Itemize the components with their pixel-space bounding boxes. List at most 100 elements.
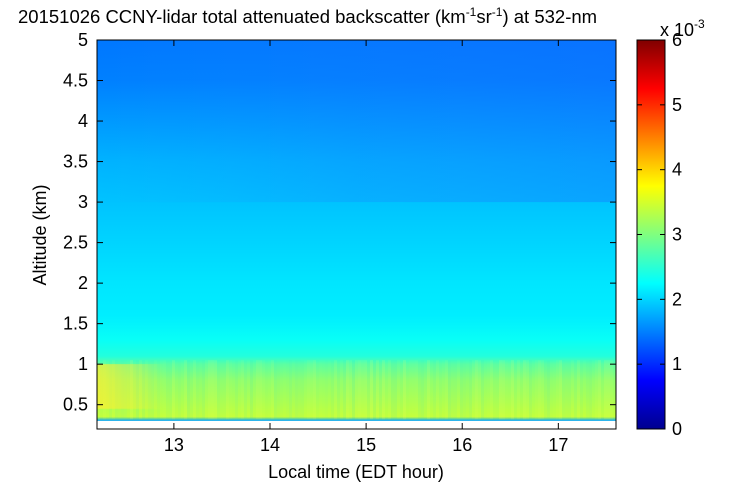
heatmap-stripe [391, 360, 394, 420]
heatmap-stripe [472, 360, 475, 419]
heatmap-stripe [259, 360, 262, 420]
heatmap-stripe [523, 360, 526, 420]
heatmap-stripe [310, 360, 313, 420]
heatmap-stripe [484, 360, 487, 419]
heatmap-stripe [607, 360, 610, 420]
heatmap-stripe [358, 360, 361, 420]
heatmap-stripe [379, 360, 382, 420]
heatmap-stripe [517, 360, 520, 420]
heatmap-stripe [307, 360, 310, 420]
heatmap-stripe [397, 360, 400, 419]
heatmap-stripe [448, 360, 451, 420]
heatmap-stripe [427, 360, 430, 420]
heatmap-stripe [553, 360, 556, 419]
y-tick-label: 4.5 [63, 71, 88, 91]
y-tick-label: 0.5 [63, 395, 88, 415]
heatmap-stripe [559, 360, 562, 420]
y-tick-label: 2.5 [63, 233, 88, 253]
heatmap-stripe [598, 360, 601, 420]
heatmap-stripe [547, 360, 550, 420]
heatmap-stripe [406, 360, 409, 419]
x-axis-ticks: 13 14 15 16 17 [164, 40, 568, 455]
heatmap-stripe [592, 360, 595, 419]
y-axis-ticks: 0.5 1 1.5 2 2.5 3 3.5 4 4.5 5 [63, 30, 616, 415]
heatmap-stripe [565, 360, 568, 420]
y-tick-label: 1 [78, 354, 88, 374]
heatmap-stripe [262, 360, 265, 419]
heatmap-stripe [274, 360, 277, 420]
heatmap-stripe [610, 360, 613, 420]
x-axis-label: Local time (EDT hour) [268, 462, 444, 482]
heatmap-stripe [445, 360, 448, 420]
heatmap-stripe [514, 360, 517, 420]
heatmap-stripe [382, 360, 385, 420]
heatmap-stripe [544, 360, 547, 420]
heatmap-stripe [250, 360, 253, 420]
heatmap-stripe [436, 360, 439, 420]
heatmap-stripe [403, 360, 406, 420]
heatmap-stripe [295, 360, 298, 420]
heatmap-stripe [187, 360, 190, 420]
heatmap-stripe [190, 360, 193, 420]
heatmap-stripe [256, 360, 259, 420]
heatmap-stripe [166, 360, 169, 420]
x-tick-label: 15 [356, 435, 376, 455]
y-axis-label: Altitude (km) [30, 184, 50, 285]
heatmap-stripe [463, 360, 466, 420]
heatmap-stripe [376, 360, 379, 420]
heatmap-stripe [340, 360, 343, 419]
heatmap-stripe [277, 360, 280, 420]
heatmap-stripe [208, 360, 211, 420]
heatmap-stripe [502, 360, 505, 420]
heatmap-stripe [232, 360, 235, 419]
heatmap-stripe [286, 360, 289, 419]
heatmap-stripe [244, 360, 247, 420]
heatmap-stripe [289, 360, 292, 420]
heatmap-stripe [283, 360, 286, 419]
heatmap-stripe [481, 360, 484, 420]
heatmap-stripe [562, 360, 565, 420]
heatmap-upper-darkening [97, 40, 616, 203]
heatmap-stripe [202, 360, 205, 420]
colorbar-tick-label: 6 [672, 30, 682, 50]
y-tick-label: 4 [78, 111, 88, 131]
heatmap-stripe [496, 360, 499, 419]
colorbar-exponent: x 10-3 [660, 17, 705, 40]
colorbar-tick-label: 3 [672, 225, 682, 245]
heatmap-stripe [418, 360, 421, 420]
heatmap-stripe [550, 360, 553, 419]
heatmap-stripe [571, 360, 574, 419]
heatmap-stripe [400, 360, 403, 419]
heatmap-boundary-layer-enhancement [97, 364, 165, 409]
heatmap-stripe [220, 360, 223, 419]
heatmap-stripe [313, 360, 316, 420]
heatmap-stripe [241, 360, 244, 420]
heatmap-stripe [469, 360, 472, 420]
heatmap-stripe [466, 360, 469, 420]
y-tick-label: 2 [78, 273, 88, 293]
heatmap-surface-gap [97, 420, 616, 429]
y-tick-label: 3.5 [63, 152, 88, 172]
heatmap-stripe [181, 360, 184, 419]
heatmap-stripe [178, 360, 181, 420]
heatmap-stripe [169, 360, 172, 420]
heatmap-stripe [370, 360, 373, 420]
heatmap-stripe [430, 360, 433, 419]
heatmap-stripe [268, 360, 271, 419]
colorbar-tick-label: 5 [672, 95, 682, 115]
heatmap-stripe [532, 360, 535, 419]
heatmap-stripe [580, 360, 583, 420]
colorbar-ticks: 0 1 2 3 4 5 6 [637, 30, 682, 439]
colorbar-tick-label: 4 [672, 160, 682, 180]
heatmap-stripe [511, 360, 514, 420]
heatmap-stripe [556, 360, 559, 420]
heatmap-stripe [508, 360, 511, 419]
heatmap-stripe [355, 360, 358, 420]
heatmap-stripe [487, 360, 490, 419]
heatmap-stripe [460, 360, 463, 420]
heatmap-stripe [238, 360, 241, 419]
heatmap-stripe [265, 360, 268, 419]
heatmap-stripe [223, 360, 226, 419]
heatmap-stripe [529, 360, 532, 420]
heatmap-stripe [505, 360, 508, 419]
